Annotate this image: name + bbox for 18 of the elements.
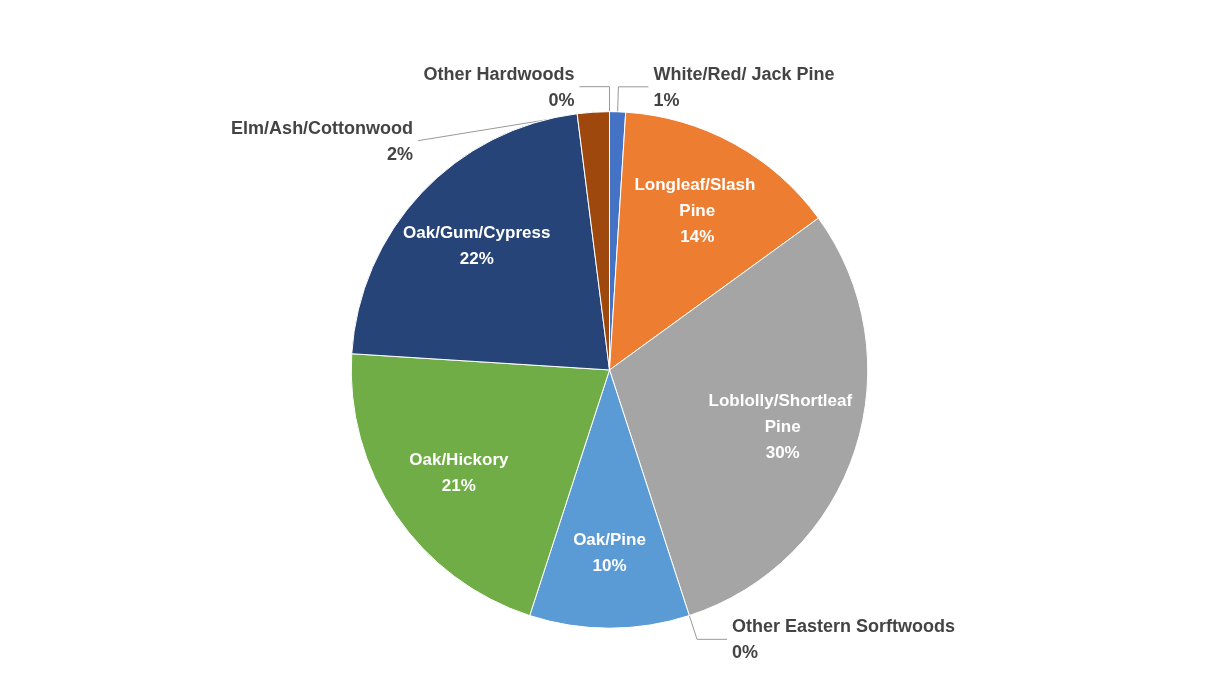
text: 0% [548, 89, 575, 110]
text: 0% [732, 642, 759, 663]
data-label: 14% [680, 226, 715, 246]
legend-label: Other Eastern Sorftwoods [732, 616, 956, 637]
data-label: 30% [765, 442, 800, 462]
slice-label: Loblolly/Shortleaf Pine [708, 390, 857, 436]
slice-label: Longleaf/Slash Pine [634, 174, 761, 220]
data-label: 21% [441, 475, 476, 495]
slice-label: Elm/Ash/Cottonwood [231, 117, 414, 138]
slice-label: Oak/Gum/Cypress [403, 222, 551, 242]
category-label: Other Hardwoods [423, 63, 575, 84]
slice-label: Oak/Pine [573, 529, 646, 549]
slice-label: White/Red/ Jack Pine [653, 63, 835, 84]
data-label: 22% [459, 248, 494, 268]
data-label: 1% [653, 89, 680, 110]
slice-label: Oak/Hickory [409, 449, 510, 469]
data-label: 10% [592, 555, 627, 575]
data-label: 2% [387, 143, 414, 164]
